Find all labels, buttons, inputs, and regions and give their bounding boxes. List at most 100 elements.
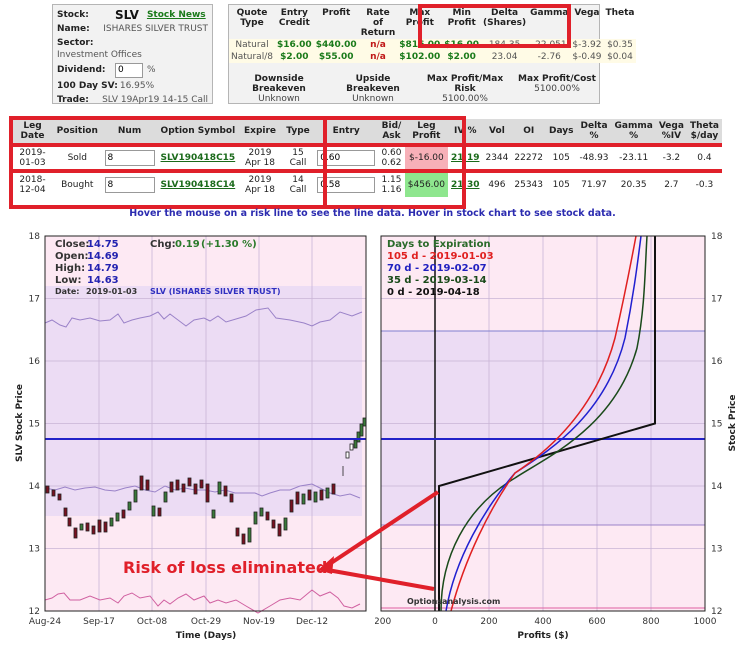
downside-breakeven-label: Downside Breakeven	[252, 74, 306, 94]
stock-news-link[interactable]: Stock News	[146, 10, 206, 20]
leg-delta: 71.97	[581, 180, 607, 190]
series-name: SLV (ISHARES SILVER TRUST)	[150, 287, 281, 296]
svg-text:0.19: 0.19	[175, 239, 200, 250]
legs-header: Position	[53, 119, 102, 145]
leg-theta: 0.4	[697, 153, 712, 163]
quote-panel: Quote Type Entry Credit Profit Rate of R…	[228, 4, 637, 104]
leg-days: 105	[552, 153, 570, 163]
legs-header: Days	[546, 119, 577, 145]
vega: $-0.49	[570, 51, 604, 63]
x-axis-label: Time (Days)	[176, 631, 237, 641]
quote-header: Min Profit	[447, 8, 476, 28]
watermark: Optionsanalysis.com	[407, 597, 500, 606]
option-symbol-link[interactable]: SLV190418C14	[160, 180, 236, 190]
leg-entry-input[interactable]	[317, 150, 376, 166]
risk-graph-chart[interactable]: 18 17 16 15 14 13 12 -200 0 200 400 600 800 1000 Pro…	[375, 228, 745, 647]
hover-instruction: Hover the mouse on a risk line to see th…	[129, 208, 616, 219]
leg-vol: 2344	[485, 153, 509, 163]
svg-text:600: 600	[588, 617, 605, 627]
breakeven-row: Downside Breakeven Unknown Upside Breakev…	[229, 74, 601, 104]
stock-label: Stock:	[57, 10, 89, 20]
risk-annotation: Risk of loss eliminated	[123, 558, 327, 577]
stock-info-panel: Stock: SLV Stock News Name: ISHARES SILVER …	[52, 4, 213, 105]
name-label: Name:	[57, 24, 90, 34]
svg-text:16: 16	[711, 357, 723, 367]
svg-text:14: 14	[711, 482, 723, 492]
risk-line-105d	[450, 235, 637, 612]
max-profit: $102.00	[397, 51, 443, 63]
option-symbol-link[interactable]: SLV190418C15	[160, 153, 236, 163]
svg-text:15: 15	[29, 420, 40, 430]
svg-text:18: 18	[29, 232, 41, 242]
svg-text:13: 13	[29, 545, 40, 555]
svg-text:0: 0	[432, 617, 438, 627]
leg-profit: $456.00	[404, 171, 448, 197]
y-axis-label: Stock Price	[728, 395, 738, 452]
svg-text:Nov-19: Nov-19	[243, 617, 275, 627]
quote-header: Gamma	[530, 8, 569, 18]
leg-oi: 25343	[514, 180, 544, 190]
leg-num-input[interactable]	[104, 150, 155, 166]
quote-type: Natural/8	[229, 51, 275, 63]
leg-date: 2019-01-03	[19, 148, 46, 168]
svg-text:2019-01-03: 2019-01-03	[86, 287, 137, 296]
svg-text:105 d - 2019-01-03: 105 d - 2019-01-03	[387, 251, 494, 262]
legs-header: Expire	[238, 119, 282, 145]
svg-text:(+1.30 %): (+1.30 %)	[201, 239, 257, 250]
quote-table: Quote Type Entry Credit Profit Rate of R…	[229, 7, 637, 63]
legs-header: IV %	[448, 119, 483, 145]
legs-header: Delta %	[576, 119, 612, 145]
upside-breakeven-label: Upside Breakeven	[346, 74, 400, 94]
legs-table: Leg Date Position Num Option Symbol Expi…	[12, 119, 722, 197]
svg-text:12: 12	[29, 607, 40, 617]
leg-bid: 0.60	[381, 148, 402, 158]
svg-text:0 d - 2019-04-18: 0 d - 2019-04-18	[387, 287, 480, 298]
risk-legend: Days to Expiration 105 d - 2019-01-03 70…	[387, 239, 494, 298]
x-axis-label: Profits ($)	[517, 631, 568, 641]
svg-text:18: 18	[711, 232, 723, 242]
dividend-input[interactable]	[115, 62, 143, 78]
svg-text:14.75: 14.75	[87, 239, 119, 250]
sector-label: Sector:	[57, 38, 94, 48]
min-profit: $2.00	[442, 51, 482, 63]
svg-text:Sep-17: Sep-17	[83, 617, 115, 627]
delta: 184.35	[481, 39, 529, 51]
entry-credit: $2.00	[274, 51, 314, 63]
legs-header: Theta $/day	[686, 119, 722, 145]
stock-price-chart[interactable]: 18 17 16 15 14 13 12 Aug-24 Sep-17 Oct-08 Oct-29 N…	[0, 228, 375, 647]
profit: $440.00	[313, 39, 359, 51]
svg-text:1000: 1000	[694, 617, 717, 627]
trade-label: Trade:	[57, 95, 89, 105]
leg-entry-input[interactable]	[317, 177, 376, 193]
svg-text:17: 17	[29, 295, 40, 305]
leg-theta: -0.3	[695, 180, 714, 190]
quote-header: Quote Type	[236, 8, 268, 28]
legs-table-container: Leg Date Position Num Option Symbol Expi…	[12, 119, 722, 197]
risk-line-70d	[445, 235, 642, 612]
svg-text:Oct-08: Oct-08	[137, 617, 168, 627]
svg-text:12: 12	[711, 607, 722, 617]
leg-type: 14 Call	[289, 175, 307, 195]
quote-header: Entry Credit	[278, 8, 310, 28]
leg-iv-link[interactable]: 21.19	[451, 153, 480, 163]
svg-text:70 d - 2019-02-07: 70 d - 2019-02-07	[387, 263, 487, 274]
legs-header: Vol	[482, 119, 512, 145]
svg-text:Low:: Low:	[55, 275, 81, 286]
svg-text:-200: -200	[375, 617, 391, 627]
max-profit-risk-value: 5100.00%	[442, 94, 488, 104]
legs-header: Leg Profit	[404, 119, 448, 145]
svg-text:Dec-12: Dec-12	[296, 617, 328, 627]
leg-expire: 2019 Apr 18	[245, 148, 275, 168]
stock-name: ISHARES SILVER TRUST	[103, 24, 208, 34]
svg-text:14.69: 14.69	[87, 251, 119, 262]
leg-num-input[interactable]	[104, 177, 155, 193]
legs-header: Bid/ Ask	[378, 119, 405, 145]
quote-row: Natural $16.00 $440.00 n/a $816.00 $16.0…	[229, 39, 637, 51]
leg-vega: -3.2	[662, 153, 681, 163]
leg-row: 2019-01-03 Sold SLV190418C15 2019 Apr 18…	[12, 145, 722, 171]
svg-text:Date:: Date:	[55, 287, 80, 296]
leg-days: 105	[552, 180, 570, 190]
legs-header: Entry	[314, 119, 379, 145]
entry-credit: $16.00	[274, 39, 314, 51]
leg-iv-link[interactable]: 21.30	[451, 180, 480, 190]
